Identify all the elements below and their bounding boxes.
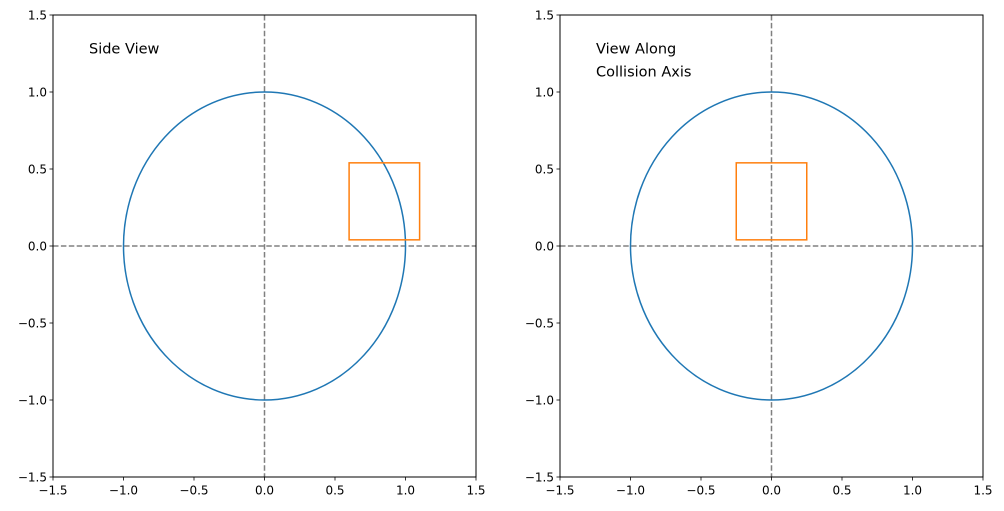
y-tick-label: 1.5 — [28, 8, 47, 22]
y-tick-label: −1.0 — [18, 393, 47, 407]
y-tick-label: 0.0 — [535, 239, 554, 253]
annotation-text: View Along — [596, 42, 676, 58]
y-tick-label: 1.0 — [28, 85, 47, 99]
axes-panel-2: −1.5 −1.0 −0.5 0.0 0.5 1.0 1.5 −1.5 −1.0 −0.5 0.0 0… — [525, 8, 993, 497]
x-tick-label: 1.5 — [973, 484, 992, 498]
x-tick-label: 1.5 — [466, 484, 485, 498]
unit-circle — [122, 91, 407, 401]
unit-circle — [629, 91, 914, 401]
x-tick-label: 0.5 — [325, 484, 344, 498]
x-tick-label: −0.5 — [179, 484, 208, 498]
x-tick-label: −1.0 — [109, 484, 138, 498]
x-tick-label: 1.0 — [396, 484, 415, 498]
y-tick-label: −0.5 — [525, 316, 554, 330]
y-tick-label: 0.5 — [28, 162, 47, 176]
y-tick-label: −1.0 — [525, 393, 554, 407]
x-tick-label: 1.0 — [903, 484, 922, 498]
annotation-text: Collision Axis — [596, 65, 691, 81]
x-tick-label: −0.5 — [686, 484, 715, 498]
y-tick-label: −1.5 — [18, 470, 47, 484]
y-tick-label: 1.0 — [535, 85, 554, 99]
x-tick-label: −1.5 — [545, 484, 574, 498]
box-outline — [735, 162, 808, 241]
x-tick-label: 0.5 — [832, 484, 851, 498]
y-tick-label: 1.5 — [535, 8, 554, 22]
y-tick-label: 0.5 — [535, 162, 554, 176]
x-tick-label: 0.0 — [255, 484, 274, 498]
y-tick-label: −1.5 — [525, 470, 554, 484]
y-tick-label: 0.0 — [28, 239, 47, 253]
annotation-text: Side View — [89, 42, 160, 58]
y-tick-label: −0.5 — [18, 316, 47, 330]
x-tick-label: −1.0 — [616, 484, 645, 498]
box-outline — [348, 162, 421, 241]
axes-panel-1: −1.5 −1.0 −0.5 0.0 0.5 1.0 1.5 −1.5 −1.0 −0.5 0.0 0… — [18, 8, 486, 497]
x-tick-label: 0.0 — [762, 484, 781, 498]
x-tick-label: −1.5 — [38, 484, 67, 498]
